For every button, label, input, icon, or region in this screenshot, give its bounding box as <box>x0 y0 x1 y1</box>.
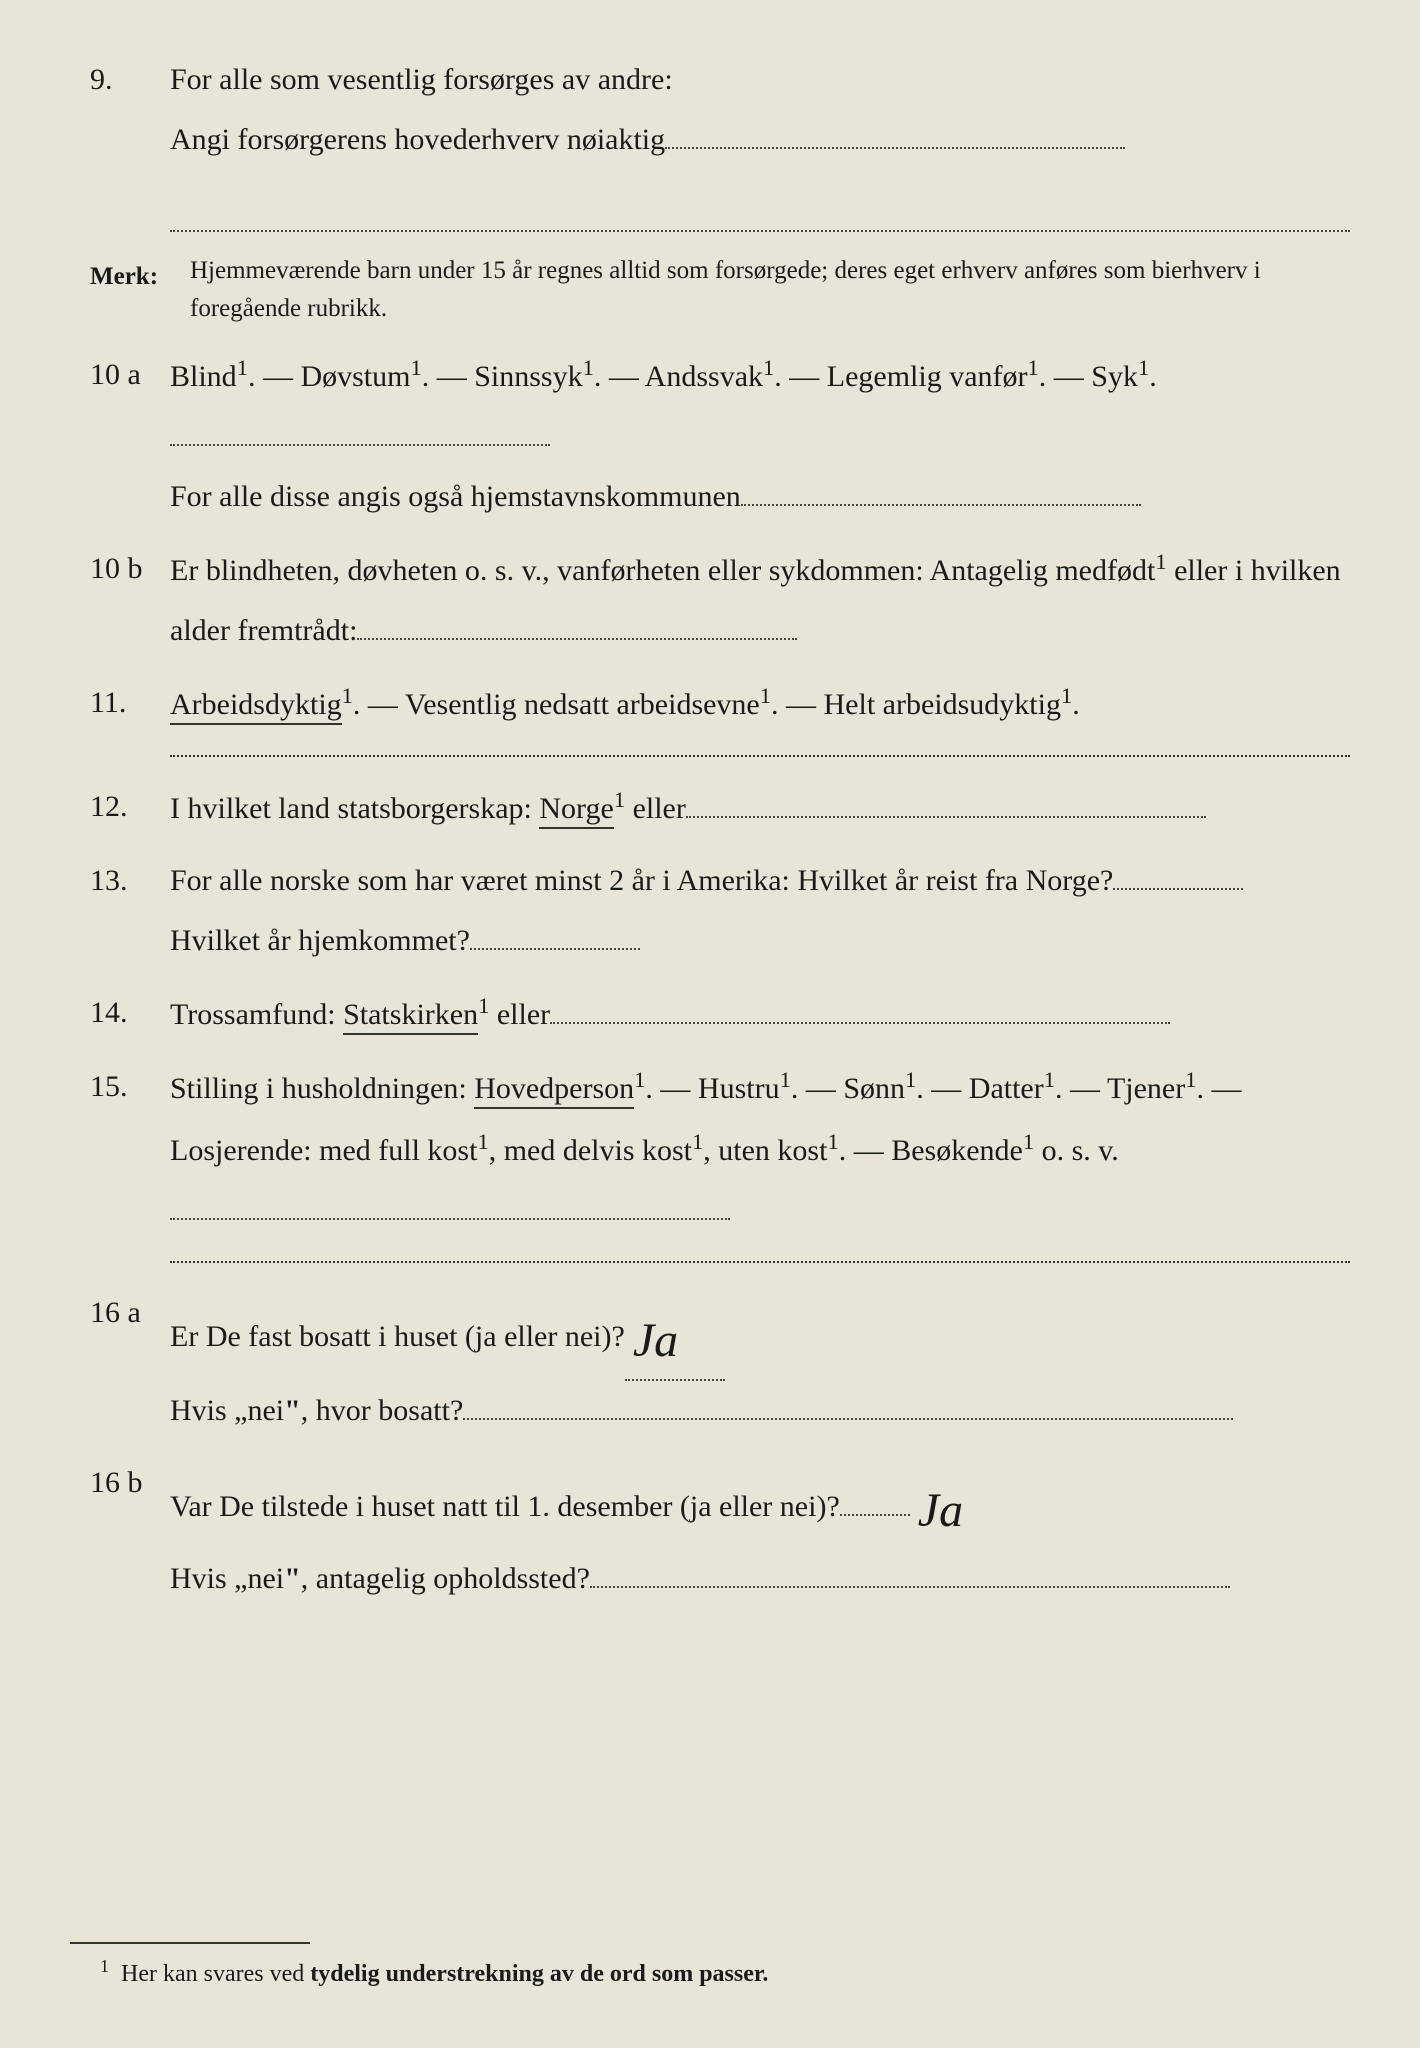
footnote-rule <box>70 1942 310 1944</box>
merk-label: Merk: <box>90 252 190 327</box>
q16b-line2: Hvis „nei", antagelig opholdssted? <box>170 1549 1350 1609</box>
q11-body: Arbeidsdyktig1. — Vesentlig nedsatt arbe… <box>170 673 1350 735</box>
merk-note: Merk: Hjemmeværende barn under 15 år reg… <box>90 252 1350 327</box>
q11-number: 11. <box>90 673 170 735</box>
q14-number: 14. <box>90 983 170 1045</box>
question-14: 14. Trossamfund: Statskirken1 eller <box>90 983 1350 1045</box>
q12-body: I hvilket land statsborgerskap: Norge1 e… <box>170 777 1350 839</box>
q10a-line2: For alle disse angis også hjemstavnskomm… <box>170 467 1350 527</box>
q12-underlined: Norge <box>539 792 613 829</box>
q15-number: 15. <box>90 1057 170 1241</box>
question-11: 11. Arbeidsdyktig1. — Vesentlig nedsatt … <box>90 673 1350 735</box>
q16a-body: Er De fast bosatt i huset (ja eller nei)… <box>170 1283 1350 1441</box>
question-10a: 10 a Blind1. — Døvstum1. — Sinnssyk1. — … <box>90 345 1350 527</box>
q16a-line1: Er De fast bosatt i huset (ja eller nei)… <box>170 1283 1350 1381</box>
question-16a: 16 a Er De fast bosatt i huset (ja eller… <box>90 1283 1350 1441</box>
q9-line1: For alle som vesentlig forsørges av andr… <box>170 50 1350 110</box>
divider-11-12 <box>170 755 1350 757</box>
divider-15-16 <box>170 1261 1350 1263</box>
census-form-page: 9. For alle som vesentlig forsørges av a… <box>0 0 1420 1651</box>
q16b-body: Var De tilstede i huset natt til 1. dese… <box>170 1453 1350 1609</box>
q10a-options: Blind1. — Døvstum1. — Sinnssyk1. — Andss… <box>170 345 1350 467</box>
question-12: 12. I hvilket land statsborgerskap: Norg… <box>90 777 1350 839</box>
q16b-line1: Var De tilstede i huset natt til 1. dese… <box>170 1453 1350 1549</box>
q12-number: 12. <box>90 777 170 839</box>
q15-underlined: Hovedperson <box>474 1072 634 1109</box>
q9-body: For alle som vesentlig forsørges av andr… <box>170 50 1350 170</box>
q16a-line2: Hvis „nei", hvor bosatt? <box>170 1381 1350 1441</box>
q15-body: Stilling i husholdningen: Hovedperson1. … <box>170 1057 1350 1241</box>
q16b-answer: Ja <box>910 1463 971 1559</box>
question-15: 15. Stilling i husholdningen: Hovedperso… <box>90 1057 1350 1241</box>
q14-body: Trossamfund: Statskirken1 eller <box>170 983 1350 1045</box>
footnote: 1 Her kan svares ved tydelig understrekn… <box>100 1948 1420 1998</box>
q10b-body: Er blindheten, døvheten o. s. v., vanfør… <box>170 539 1350 661</box>
q10b-number: 10 b <box>90 539 170 661</box>
question-10b: 10 b Er blindheten, døvheten o. s. v., v… <box>90 539 1350 661</box>
question-9: 9. For alle som vesentlig forsørges av a… <box>90 50 1350 170</box>
q14-underlined: Statskirken <box>343 998 478 1035</box>
q11-underlined: Arbeidsdyktig <box>170 688 342 725</box>
question-16b: 16 b Var De tilstede i huset natt til 1.… <box>90 1453 1350 1609</box>
merk-text: Hjemmeværende barn under 15 år regnes al… <box>190 252 1350 327</box>
q9-line2: Angi forsørgerens hovederhverv nøiaktig <box>170 110 1350 170</box>
question-13: 13. For alle norske som har været minst … <box>90 851 1350 971</box>
q16a-answer: Ja <box>625 1293 686 1389</box>
q13-number: 13. <box>90 851 170 971</box>
q9-blank-line <box>170 182 1350 232</box>
q13-body: For alle norske som har været minst 2 år… <box>170 851 1350 971</box>
q16b-number: 16 b <box>90 1453 170 1609</box>
q10a-body: Blind1. — Døvstum1. — Sinnssyk1. — Andss… <box>170 345 1350 527</box>
q9-fill <box>665 147 1125 149</box>
q16a-number: 16 a <box>90 1283 170 1441</box>
q10a-number: 10 a <box>90 345 170 527</box>
q9-number: 9. <box>90 50 170 170</box>
